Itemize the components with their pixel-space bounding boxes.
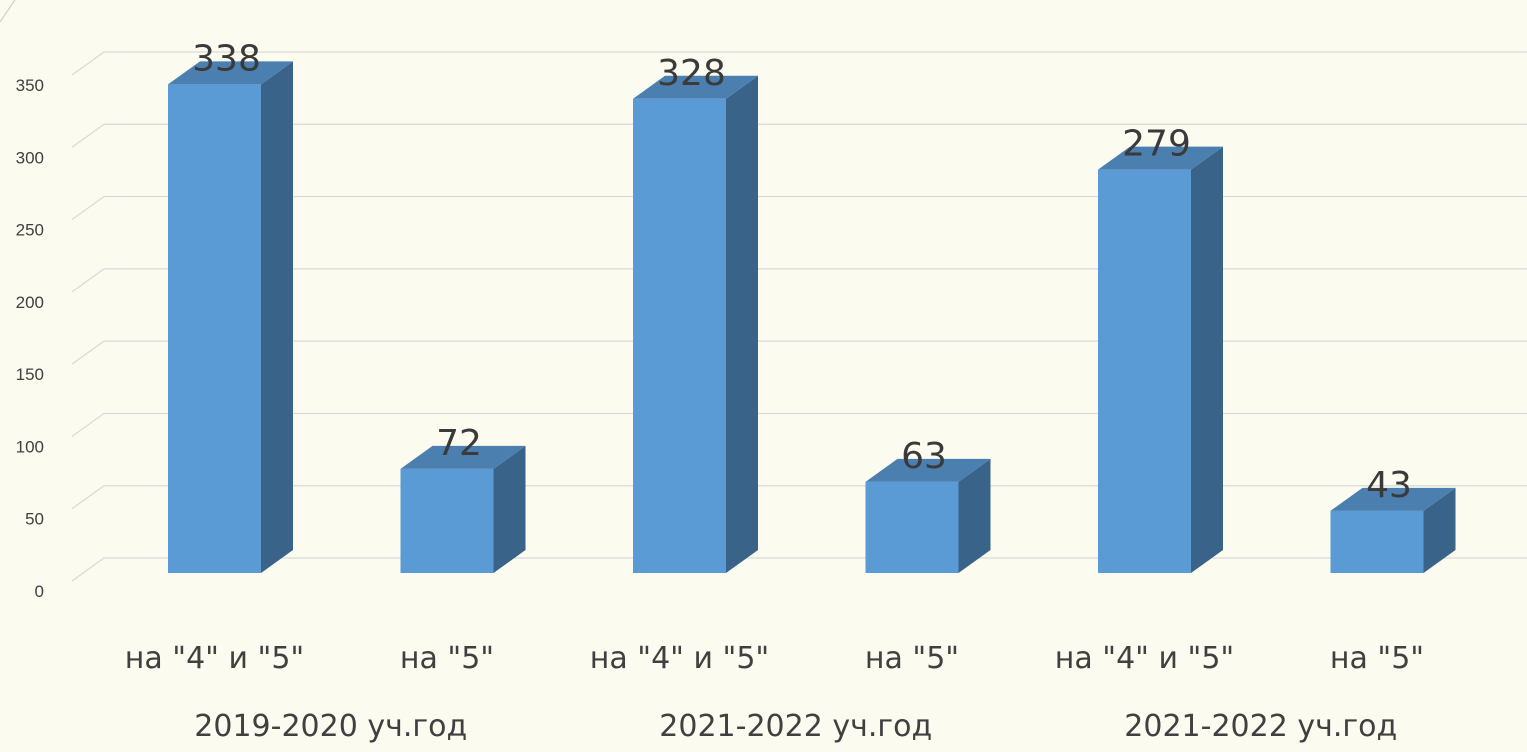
bar: 279 (1098, 124, 1223, 573)
bar-front (400, 468, 494, 573)
y-tick-label: 300 (16, 148, 44, 167)
gridline (71, 557, 1527, 582)
x-tick-label: на "5" (1330, 641, 1424, 676)
bar: 43 (1330, 465, 1456, 573)
data-label: 72 (436, 423, 482, 464)
bar-top (633, 75, 758, 99)
bar-top (865, 458, 991, 482)
x-axis: на "4" и "5" на "5" на "4" и "5" на "5" на "… (125, 641, 1424, 744)
data-label: 338 (192, 38, 261, 79)
y-tick-label: 200 (16, 293, 44, 312)
y-tick-label: 150 (16, 365, 44, 384)
x-tick-label: на "4" и "5" (125, 641, 304, 676)
bar: 338 (168, 38, 293, 573)
gridline (71, 340, 1527, 365)
data-label: 279 (1122, 124, 1191, 165)
gridline (71, 268, 1527, 293)
gridlines (71, 51, 1527, 582)
gridline (71, 195, 1527, 221)
bar-front (633, 98, 726, 573)
bar-top (400, 445, 526, 469)
y-tick-label: 100 (16, 437, 44, 456)
y-tick-label: 50 (25, 510, 44, 529)
bar-side (261, 61, 293, 573)
x-tick-label: на "4" и "5" (590, 641, 769, 676)
y-tick-label: 0 (35, 582, 44, 601)
bar-side (1191, 146, 1223, 573)
x-group-label: 2019-2020 уч.год (194, 709, 467, 744)
bar: 72 (400, 423, 526, 573)
gridline (71, 412, 1527, 437)
x-tick-label: на "4" и "5" (1055, 641, 1234, 676)
bar: 63 (865, 436, 991, 573)
bar-top (1098, 146, 1223, 170)
bar-front (865, 481, 959, 573)
y-tick-label: 350 (16, 76, 44, 95)
bar-top (168, 61, 293, 85)
x-tick-label: на "5" (865, 641, 959, 676)
gridline (71, 485, 1527, 510)
bar-side (726, 75, 758, 573)
y-tick-label: 250 (16, 221, 44, 240)
bar-front (1098, 169, 1191, 573)
corner-decoration (0, 0, 16, 23)
data-label: 328 (657, 53, 726, 94)
x-group-label: 2021-2022 уч.год (1124, 709, 1397, 744)
bar-side (493, 445, 526, 573)
data-label: 63 (901, 436, 947, 477)
bar: 328 (633, 53, 758, 573)
y-axis: 0 50 100 150 200 250 300 350 (16, 76, 44, 601)
bar-side (958, 458, 991, 573)
bar-front (168, 84, 261, 573)
x-group-label: 2021-2022 уч.год (659, 709, 932, 744)
bar-front (1330, 510, 1424, 573)
bars: 338 72 328 63 279 43 (168, 38, 1456, 573)
bar-top (1330, 487, 1456, 511)
gridline (71, 123, 1527, 148)
bar-side (1423, 487, 1456, 573)
data-label: 43 (1366, 465, 1412, 506)
gridline (71, 51, 1527, 76)
x-tick-label: на "5" (400, 641, 494, 676)
